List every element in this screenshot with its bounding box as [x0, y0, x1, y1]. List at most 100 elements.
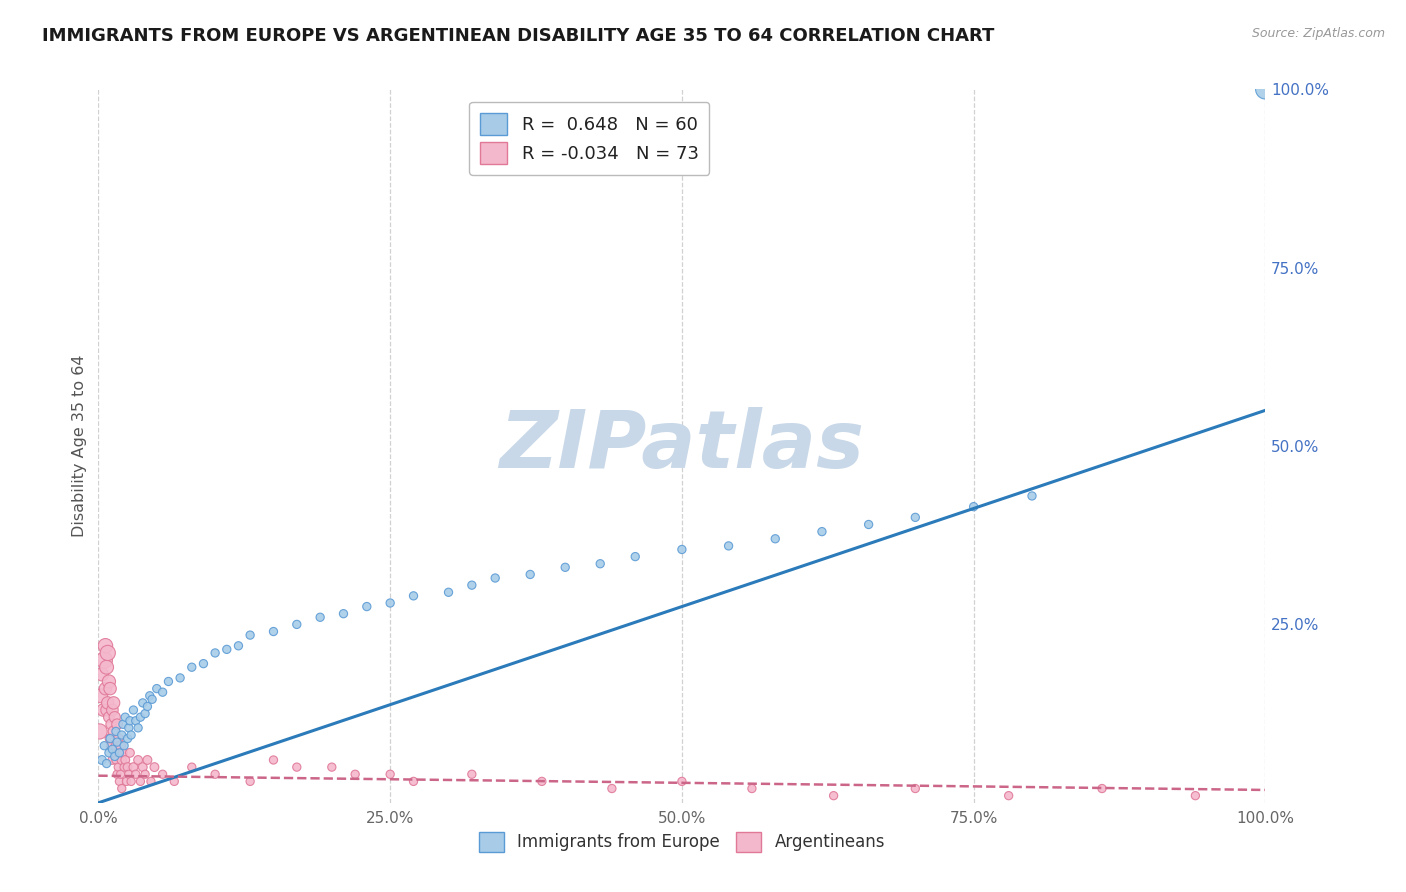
Point — [96, 703, 118, 717]
Point — [402, 774, 425, 789]
Point — [262, 753, 284, 767]
Point — [104, 724, 127, 739]
Point — [90, 689, 112, 703]
Point — [110, 739, 132, 753]
Point — [671, 774, 693, 789]
Point — [112, 739, 135, 753]
Point — [461, 578, 484, 592]
Point — [111, 753, 134, 767]
Point — [117, 760, 139, 774]
Point — [108, 746, 131, 760]
Point — [823, 789, 845, 803]
Point — [763, 532, 786, 546]
Point — [461, 767, 484, 781]
Point — [98, 681, 121, 696]
Point — [111, 717, 134, 731]
Point — [114, 710, 136, 724]
Point — [180, 660, 202, 674]
Point — [962, 500, 984, 514]
Point — [204, 767, 226, 781]
Point — [97, 646, 120, 660]
Point — [122, 703, 145, 717]
Point — [96, 660, 118, 674]
Point — [118, 721, 141, 735]
Point — [589, 557, 612, 571]
Point — [111, 746, 134, 760]
Point — [519, 567, 541, 582]
Point — [139, 689, 162, 703]
Legend: Immigrants from Europe, Argentineans: Immigrants from Europe, Argentineans — [472, 825, 891, 859]
Point — [115, 774, 138, 789]
Point — [111, 781, 134, 796]
Point — [96, 756, 118, 771]
Point — [117, 731, 139, 746]
Point — [134, 767, 156, 781]
Point — [90, 667, 112, 681]
Point — [239, 774, 262, 789]
Point — [93, 653, 115, 667]
Point — [104, 749, 127, 764]
Point — [437, 585, 460, 599]
Point — [89, 724, 111, 739]
Point — [98, 731, 121, 746]
Point — [103, 696, 125, 710]
Point — [139, 774, 162, 789]
Point — [93, 739, 115, 753]
Point — [127, 721, 149, 735]
Point — [163, 774, 186, 789]
Point — [309, 610, 332, 624]
Point — [114, 753, 136, 767]
Point — [811, 524, 834, 539]
Point — [104, 746, 127, 760]
Point — [143, 760, 166, 774]
Point — [129, 710, 152, 724]
Point — [193, 657, 215, 671]
Point — [285, 760, 308, 774]
Point — [554, 560, 576, 574]
Point — [344, 767, 367, 781]
Point — [228, 639, 250, 653]
Point — [1091, 781, 1114, 796]
Point — [129, 774, 152, 789]
Point — [239, 628, 262, 642]
Point — [904, 781, 927, 796]
Point — [90, 753, 112, 767]
Point — [101, 742, 124, 756]
Point — [108, 774, 131, 789]
Point — [134, 706, 156, 721]
Point — [858, 517, 880, 532]
Point — [997, 789, 1019, 803]
Point — [118, 714, 141, 728]
Point — [321, 760, 343, 774]
Point — [146, 681, 169, 696]
Point — [97, 746, 120, 760]
Point — [600, 781, 623, 796]
Point — [285, 617, 308, 632]
Point — [105, 767, 128, 781]
Point — [1254, 82, 1277, 96]
Point — [118, 746, 141, 760]
Point — [484, 571, 506, 585]
Point — [204, 646, 226, 660]
Point — [104, 753, 127, 767]
Point — [378, 596, 402, 610]
Point — [112, 760, 135, 774]
Point — [180, 760, 202, 774]
Point — [101, 753, 124, 767]
Point — [104, 739, 127, 753]
Point — [118, 767, 141, 781]
Point — [97, 696, 120, 710]
Point — [94, 681, 117, 696]
Point — [624, 549, 647, 564]
Point — [1184, 789, 1206, 803]
Point — [136, 753, 159, 767]
Point — [402, 589, 425, 603]
Point — [169, 671, 191, 685]
Point — [904, 510, 927, 524]
Point — [152, 767, 174, 781]
Text: IMMIGRANTS FROM EUROPE VS ARGENTINEAN DISABILITY AGE 35 TO 64 CORRELATION CHART: IMMIGRANTS FROM EUROPE VS ARGENTINEAN DI… — [42, 27, 994, 45]
Point — [125, 714, 148, 728]
Point — [100, 739, 122, 753]
Point — [127, 753, 149, 767]
Y-axis label: Disability Age 35 to 64: Disability Age 35 to 64 — [72, 355, 87, 537]
